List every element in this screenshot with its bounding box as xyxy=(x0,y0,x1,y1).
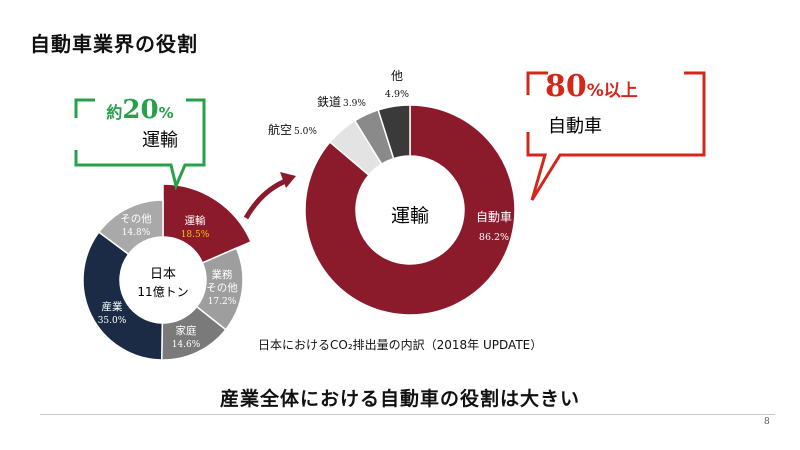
left-label-家庭: 家庭 14.6% xyxy=(172,324,201,350)
green-callout: 約20% 運輸 xyxy=(74,95,206,191)
arrow-icon xyxy=(243,172,296,220)
green-callout-label: 運輸 xyxy=(142,130,178,151)
left-label-運輸: 運輸 18.5% xyxy=(181,214,210,240)
right-slice-自動車 xyxy=(304,104,516,316)
left-slice-その他 xyxy=(97,199,164,256)
right-label-鉄道: 鉄道 3.9% xyxy=(317,94,366,109)
left-label-産業: 産業 35.0% xyxy=(98,300,127,326)
subtitle: 産業全体における自動車の役割は大きい xyxy=(219,388,580,410)
red-callout: 80%以上 自動車 xyxy=(526,69,706,201)
red-callout-label: 自動車 xyxy=(548,116,602,137)
left-donut-center: 日本 11億トン xyxy=(137,267,188,299)
left-donut-chart: 運輸 18.5% 業務その他 17.2%家庭 14.6% 産業 35.0% その他 14.8% xyxy=(82,183,253,361)
green-callout-value: 約20% xyxy=(106,95,173,125)
divider xyxy=(40,414,775,415)
left-center-line2: 11億トン xyxy=(137,285,188,299)
red-callout-value: 80%以上 xyxy=(545,69,638,104)
right-slice-他 xyxy=(377,104,411,160)
right-center-label: 運輸 xyxy=(391,205,429,227)
right-label-他: 他 4.9% xyxy=(385,69,409,100)
left-label-業務-その他: 業務その他 17.2% xyxy=(206,268,238,307)
right-label-自動車: 自動車 86.2% xyxy=(476,210,512,243)
page-title: 自動車業界の役割 xyxy=(30,32,198,56)
right-label-航空: 航空 5.0% xyxy=(268,122,317,137)
left-center-line1: 日本 xyxy=(150,267,176,282)
left-slice-産業 xyxy=(82,231,164,361)
left-slice-運輸 xyxy=(162,183,253,264)
chart-caption: 日本におけるCO₂排出量の内訳（2018年 UPDATE） xyxy=(258,338,543,352)
page-number: 8 xyxy=(764,417,770,427)
right-donut-chart: 自動車 86.2% 航空 5.0%鉄道 3.9% 他 4.9% xyxy=(268,69,516,316)
left-label-その他: その他 14.8% xyxy=(120,212,152,238)
